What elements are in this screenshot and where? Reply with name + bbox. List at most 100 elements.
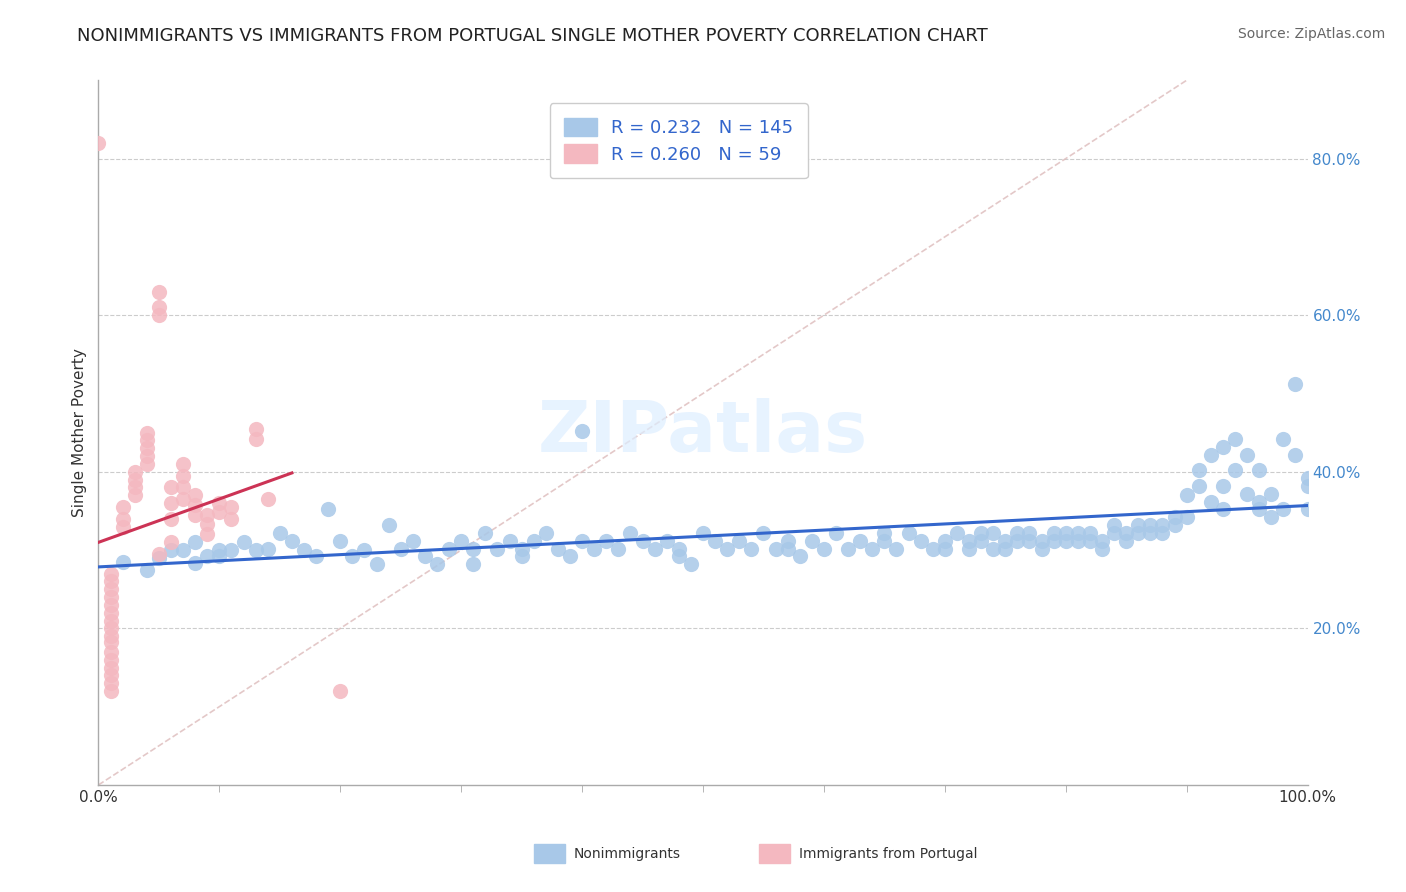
- Point: [245, 543, 267, 558]
- Point: [221, 500, 243, 514]
- Point: [1296, 479, 1319, 493]
- Point: [1054, 533, 1077, 548]
- Point: [571, 424, 593, 438]
- Point: [100, 653, 122, 667]
- Point: [413, 549, 436, 564]
- Point: [1031, 533, 1053, 548]
- Point: [100, 574, 122, 589]
- Point: [160, 543, 183, 558]
- Point: [135, 425, 157, 440]
- Point: [837, 541, 859, 556]
- Point: [1284, 377, 1306, 392]
- Point: [752, 525, 775, 540]
- Point: [269, 525, 291, 540]
- Point: [970, 533, 993, 548]
- Point: [195, 549, 218, 564]
- Point: [148, 547, 170, 561]
- Point: [1284, 448, 1306, 462]
- Point: [740, 541, 762, 556]
- Point: [1249, 463, 1271, 477]
- Point: [100, 668, 122, 682]
- Point: [1031, 541, 1053, 556]
- Point: [450, 533, 472, 548]
- Point: [921, 541, 943, 556]
- Point: [1067, 533, 1090, 548]
- Point: [135, 434, 157, 448]
- Point: [100, 566, 122, 581]
- Point: [160, 535, 183, 549]
- Point: [426, 557, 449, 571]
- Point: [316, 502, 339, 516]
- Point: [776, 541, 799, 556]
- Point: [111, 519, 134, 533]
- Point: [776, 533, 799, 548]
- Point: [245, 432, 267, 446]
- Point: [595, 533, 617, 548]
- Point: [148, 308, 170, 322]
- Point: [789, 549, 811, 564]
- Point: [292, 543, 315, 558]
- Point: [329, 684, 352, 698]
- Point: [886, 541, 908, 556]
- Point: [111, 500, 134, 514]
- Point: [897, 525, 920, 540]
- Point: [981, 541, 1004, 556]
- Point: [1152, 518, 1174, 533]
- Point: [184, 535, 207, 549]
- Point: [1260, 486, 1282, 500]
- Point: [221, 543, 243, 558]
- Point: [644, 541, 666, 556]
- Point: [87, 136, 110, 150]
- Point: [1078, 525, 1101, 540]
- Point: [510, 549, 533, 564]
- Point: [716, 541, 738, 556]
- Point: [124, 465, 146, 479]
- Point: [1212, 479, 1234, 493]
- Point: [523, 533, 546, 548]
- Point: [957, 533, 980, 548]
- Point: [873, 525, 896, 540]
- Point: [1249, 494, 1271, 508]
- Point: [111, 512, 134, 526]
- Point: [208, 549, 231, 564]
- Point: [1175, 488, 1198, 502]
- Point: [1296, 502, 1319, 516]
- Point: [377, 518, 399, 533]
- Y-axis label: Single Mother Poverty: Single Mother Poverty: [72, 348, 87, 517]
- Point: [474, 525, 496, 540]
- Point: [1175, 510, 1198, 524]
- Point: [256, 541, 278, 556]
- Point: [1236, 448, 1258, 462]
- Point: [1007, 533, 1029, 548]
- Point: [728, 533, 751, 548]
- Point: [1139, 518, 1161, 533]
- Point: [1042, 533, 1064, 548]
- Point: [558, 549, 581, 564]
- Point: [100, 645, 122, 659]
- Point: [1018, 525, 1040, 540]
- Point: [547, 541, 569, 556]
- Point: [1188, 463, 1211, 477]
- Point: [583, 541, 606, 556]
- Point: [1223, 463, 1246, 477]
- Point: [1249, 502, 1271, 516]
- Point: [957, 541, 980, 556]
- Point: [1018, 533, 1040, 548]
- Point: [1091, 541, 1114, 556]
- Point: [607, 541, 630, 556]
- Point: [1102, 518, 1125, 533]
- Point: [1139, 525, 1161, 540]
- Point: [184, 498, 207, 512]
- Point: [970, 525, 993, 540]
- Point: [463, 541, 485, 556]
- Point: [910, 533, 932, 548]
- Text: Immigrants from Portugal: Immigrants from Portugal: [799, 847, 977, 861]
- Point: [281, 533, 304, 548]
- Point: [100, 629, 122, 643]
- Point: [100, 590, 122, 604]
- Point: [1152, 525, 1174, 540]
- Point: [1128, 518, 1150, 533]
- Point: [195, 508, 218, 522]
- Point: [1067, 525, 1090, 540]
- Point: [100, 676, 122, 690]
